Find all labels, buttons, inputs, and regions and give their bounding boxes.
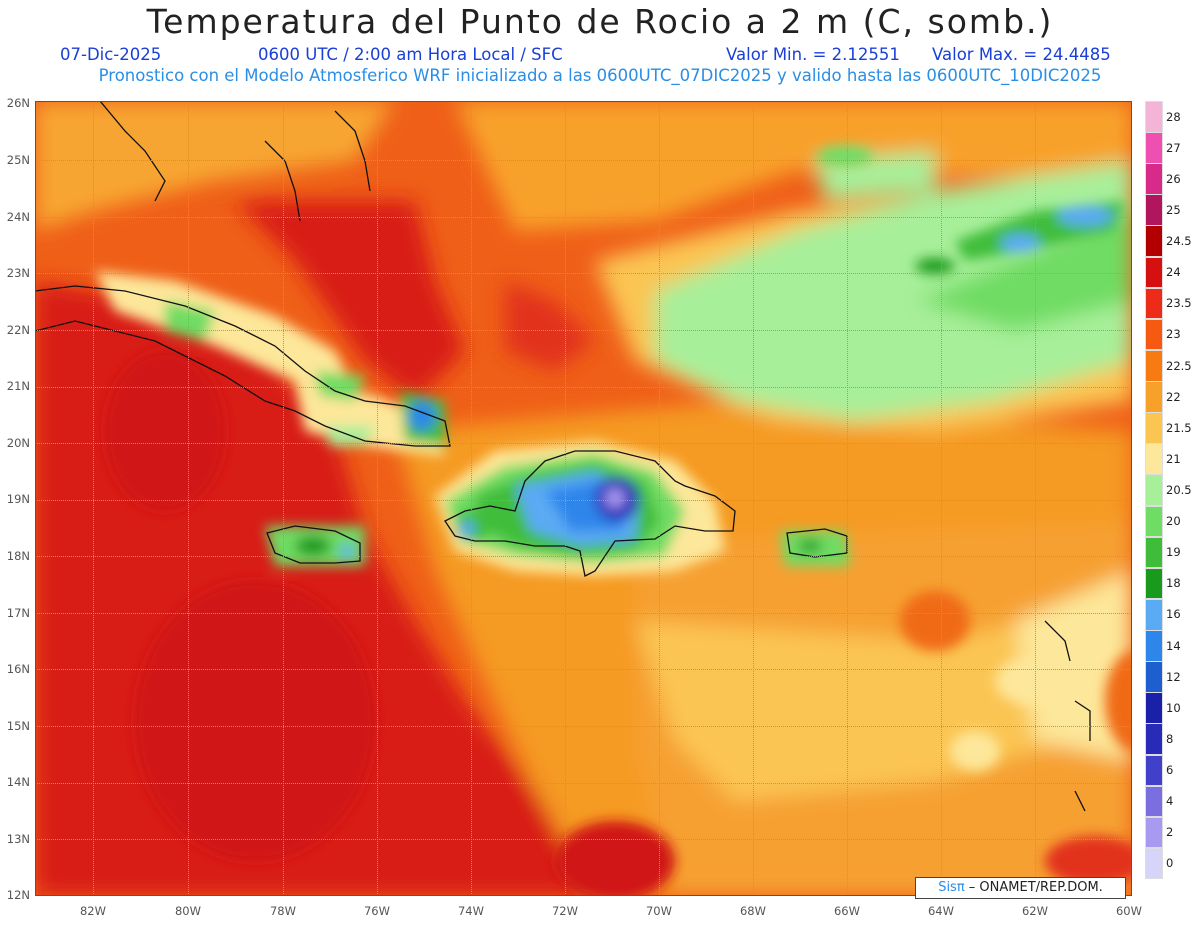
legend-swatch bbox=[1145, 443, 1163, 475]
legend-swatch bbox=[1145, 754, 1163, 787]
legend-swatch bbox=[1145, 474, 1163, 507]
legend-label: 25 bbox=[1166, 202, 1181, 217]
lon-label: 78W bbox=[269, 904, 296, 918]
lat-label: 23N bbox=[6, 266, 30, 280]
legend-swatch bbox=[1145, 505, 1163, 538]
lat-label: 26N bbox=[6, 96, 30, 110]
legend-swatch bbox=[1145, 412, 1163, 444]
lon-label: 72W bbox=[551, 904, 578, 918]
legend-swatch bbox=[1145, 256, 1163, 289]
model-info: Pronostico con el Modelo Atmosferico WRF… bbox=[98, 66, 1102, 85]
legend-label: 4 bbox=[1166, 794, 1174, 809]
legend-label: 21.5 bbox=[1166, 420, 1192, 435]
lat-label: 15N bbox=[6, 719, 30, 733]
legend-label: 20 bbox=[1166, 514, 1181, 529]
legend-label: 16 bbox=[1166, 607, 1181, 622]
lat-label: 14N bbox=[6, 775, 30, 789]
legend-swatch bbox=[1145, 101, 1163, 133]
legend-label: 23.5 bbox=[1166, 296, 1192, 311]
legend-label: 22.5 bbox=[1166, 358, 1192, 373]
lat-label: 16N bbox=[6, 662, 30, 676]
legend-swatch bbox=[1145, 536, 1163, 569]
color-legend bbox=[1145, 101, 1163, 880]
legend-swatch bbox=[1145, 816, 1163, 849]
legend-label: 19 bbox=[1166, 545, 1181, 560]
legend-swatch bbox=[1145, 692, 1163, 724]
legend-swatch bbox=[1145, 381, 1163, 413]
lon-label: 82W bbox=[79, 904, 106, 918]
lon-label: 64W bbox=[927, 904, 954, 918]
legend-label: 21 bbox=[1166, 451, 1181, 466]
legend-label: 23 bbox=[1166, 327, 1181, 342]
lon-label: 60W bbox=[1115, 904, 1142, 918]
legend-label: 20.5 bbox=[1166, 483, 1192, 497]
legend-swatch bbox=[1145, 630, 1163, 662]
max-value: Valor Max. = 24.4485 bbox=[932, 45, 1111, 64]
legend-swatch bbox=[1145, 287, 1163, 320]
legend-label: 14 bbox=[1166, 638, 1181, 653]
legend-label: 8 bbox=[1166, 731, 1174, 746]
lon-label: 62W bbox=[1021, 904, 1048, 918]
legend-swatch bbox=[1145, 318, 1163, 351]
legend-swatch bbox=[1145, 785, 1163, 818]
lat-label: 12N bbox=[6, 888, 30, 902]
legend-label: 12 bbox=[1166, 669, 1181, 684]
legend-swatch bbox=[1145, 163, 1163, 195]
legend-swatch bbox=[1145, 847, 1163, 880]
map-title: Temperatura del Punto de Rocio a 2 m (C,… bbox=[146, 2, 1054, 41]
legend-swatch bbox=[1145, 194, 1163, 226]
legend-label: 24 bbox=[1166, 265, 1181, 280]
lat-label: 18N bbox=[6, 549, 30, 563]
legend-swatch bbox=[1145, 661, 1163, 693]
lat-label: 21N bbox=[6, 379, 30, 393]
lat-label: 20N bbox=[6, 436, 30, 450]
legend-label: 28 bbox=[1166, 109, 1181, 124]
legend-label: 18 bbox=[1166, 576, 1181, 591]
lat-label: 24N bbox=[6, 210, 30, 224]
lon-label: 70W bbox=[645, 904, 672, 918]
sispi-logo: Sisπ bbox=[938, 880, 965, 895]
min-value: Valor Min. = 2.12551 bbox=[726, 45, 900, 64]
dewpoint-map bbox=[35, 101, 1132, 896]
legend-swatch bbox=[1145, 225, 1163, 258]
legend-swatch bbox=[1145, 598, 1163, 631]
lat-label: 13N bbox=[6, 832, 30, 846]
lat-label: 17N bbox=[6, 606, 30, 620]
legend-label: 2 bbox=[1166, 825, 1174, 840]
forecast-date: 07-Dic-2025 bbox=[60, 45, 162, 64]
legend-label: 26 bbox=[1166, 171, 1181, 186]
lon-label: 68W bbox=[739, 904, 766, 918]
lat-label: 22N bbox=[6, 323, 30, 337]
legend-swatch bbox=[1145, 349, 1163, 382]
forecast-time: 0600 UTC / 2:00 am Hora Local / SFC bbox=[258, 45, 563, 64]
lon-label: 76W bbox=[363, 904, 390, 918]
legend-label: 27 bbox=[1166, 140, 1181, 155]
legend-label: 24.5 bbox=[1166, 234, 1192, 249]
lat-label: 19N bbox=[6, 492, 30, 506]
legend-swatch bbox=[1145, 723, 1163, 755]
credit-text: – ONAMET/REP.DOM. bbox=[964, 880, 1103, 895]
lon-label: 74W bbox=[457, 904, 484, 918]
legend-label: 22 bbox=[1166, 389, 1181, 404]
legend-label: 0 bbox=[1166, 856, 1174, 871]
legend-label: 10 bbox=[1166, 700, 1181, 715]
credit-box: Sisπ – ONAMET/REP.DOM. bbox=[915, 877, 1126, 899]
lat-label: 25N bbox=[6, 153, 30, 167]
lon-label: 80W bbox=[174, 904, 201, 918]
legend-swatch bbox=[1145, 567, 1163, 600]
lon-label: 66W bbox=[833, 904, 860, 918]
legend-swatch bbox=[1145, 132, 1163, 164]
legend-label: 6 bbox=[1166, 763, 1174, 778]
dewpoint-field bbox=[35, 101, 1132, 896]
